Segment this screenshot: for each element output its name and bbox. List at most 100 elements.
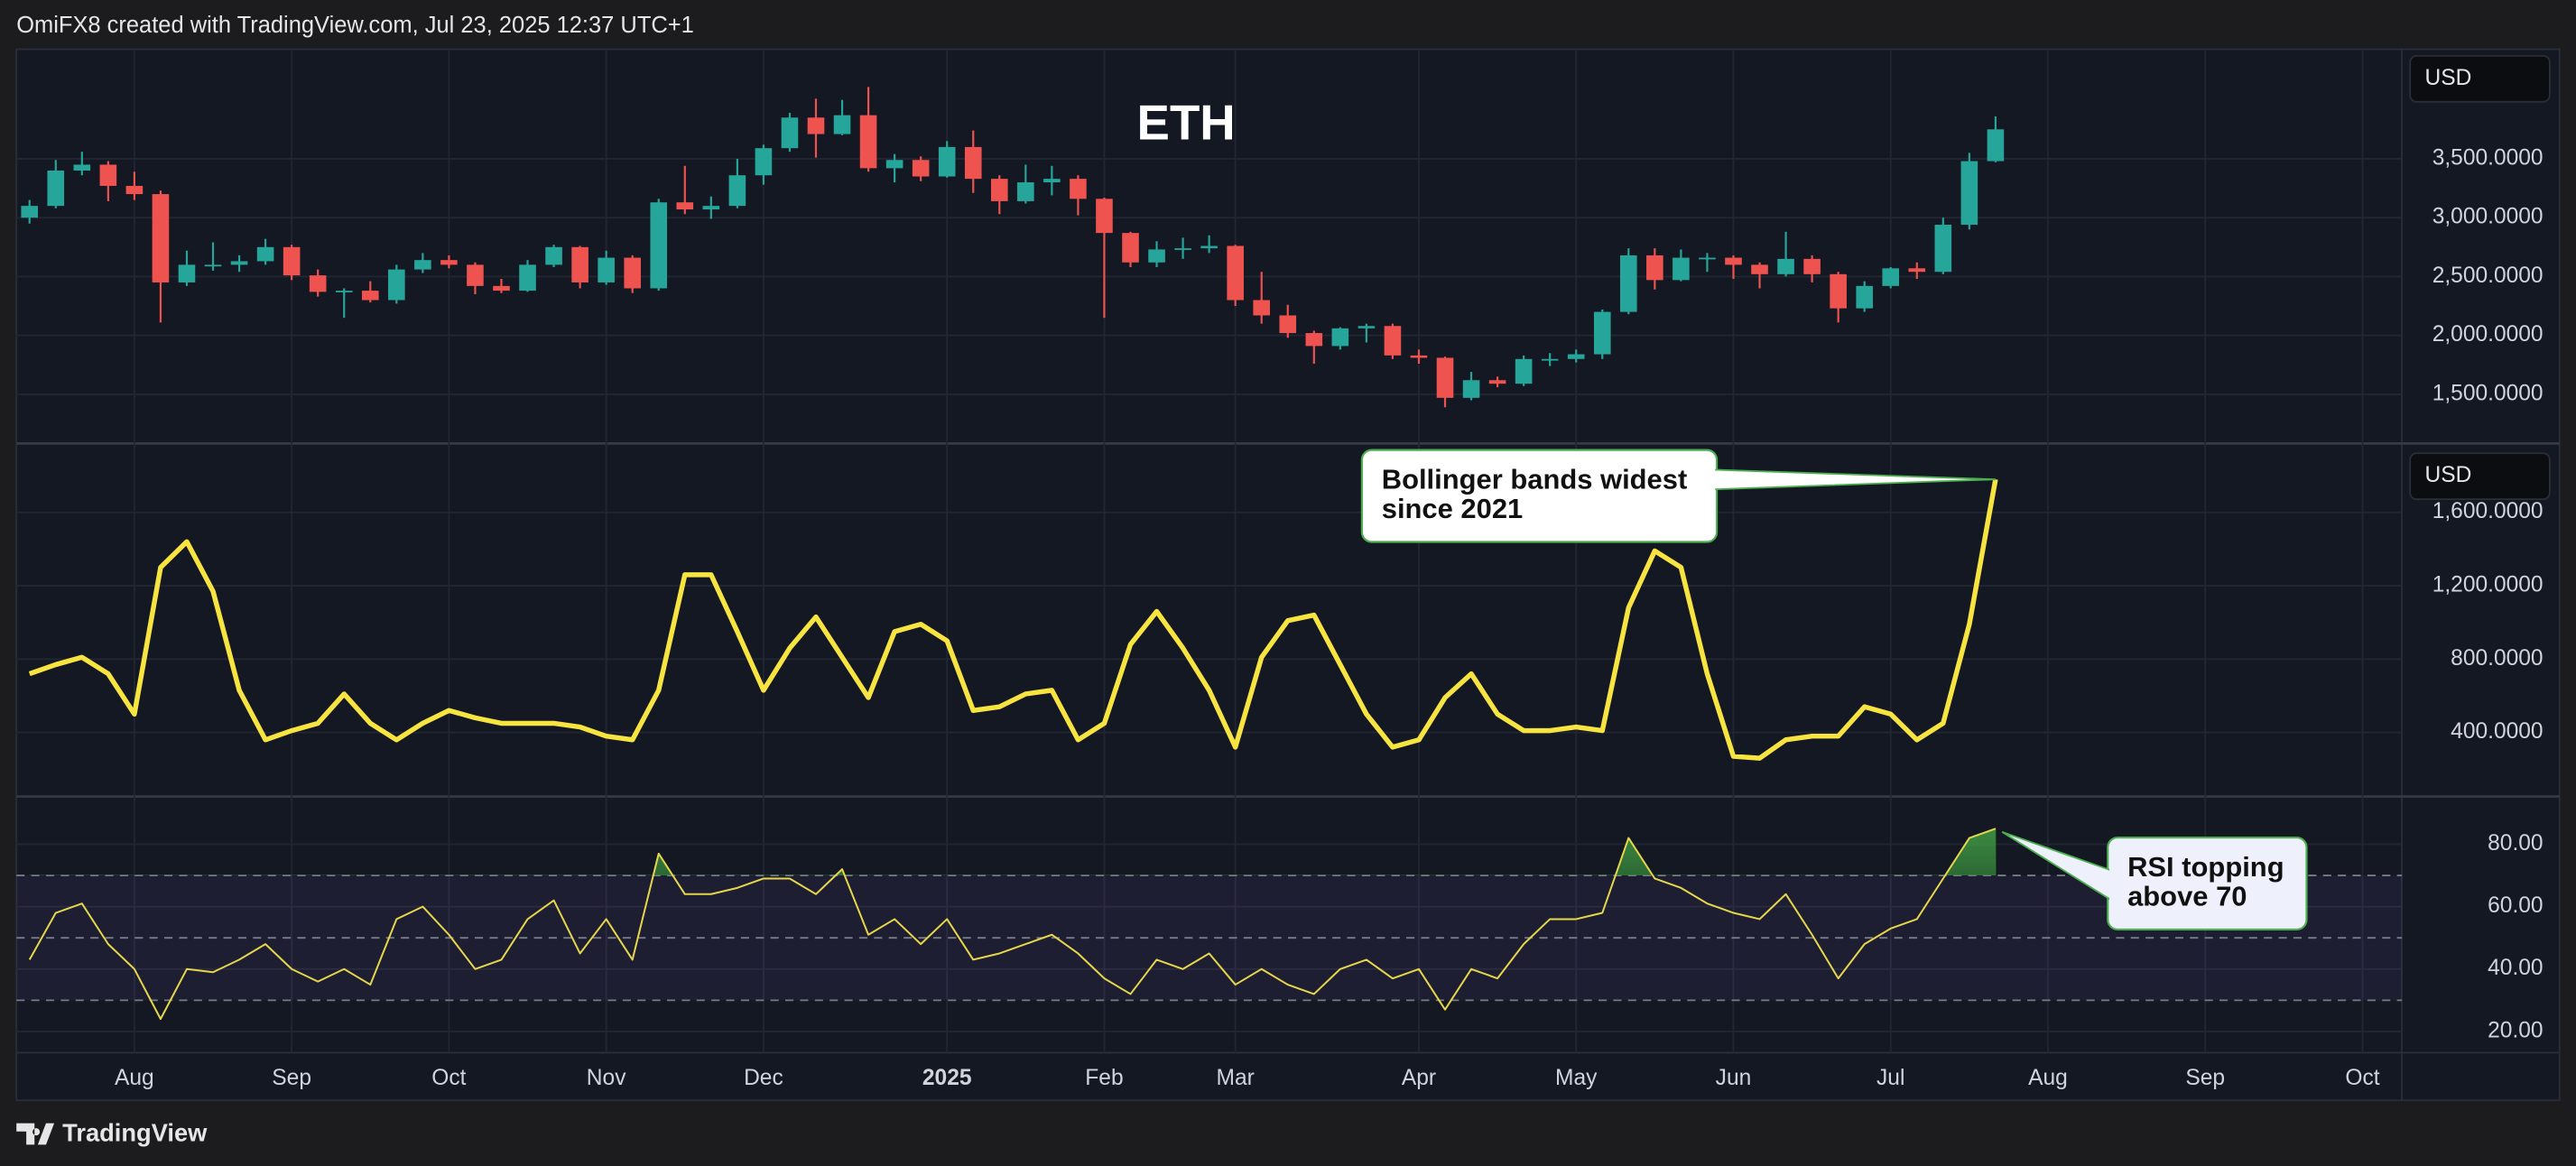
- x-tick-label: 2025: [922, 1066, 972, 1090]
- candle-body: [178, 264, 196, 282]
- candle-body: [1620, 254, 1637, 312]
- candle-body: [256, 246, 274, 262]
- y-tick-label: 1,600.0000: [2432, 499, 2544, 523]
- callout-text: RSI topping: [2127, 851, 2284, 883]
- unit-box: [2409, 452, 2551, 501]
- candle-body: [99, 164, 117, 186]
- candle-body: [47, 170, 65, 207]
- candle-body: [990, 179, 1008, 201]
- chart-title: ETH: [1137, 96, 1236, 151]
- candle-body: [1436, 357, 1454, 398]
- candle-body: [1882, 268, 1900, 286]
- candle-body: [1646, 254, 1663, 281]
- candle-body: [1148, 249, 1165, 263]
- y-tick-label: 40.00: [2488, 956, 2543, 980]
- candle-body: [1856, 285, 1873, 309]
- candle-body: [125, 185, 144, 195]
- candle-body: [807, 117, 825, 134]
- candle-body: [1960, 161, 1978, 226]
- candle-body: [335, 291, 353, 292]
- candle-body: [781, 117, 799, 149]
- y-tick-label: 2,500.0000: [2432, 264, 2544, 288]
- x-tick-label: Aug: [2028, 1066, 2068, 1090]
- candle-body: [728, 175, 746, 207]
- candle-body: [1934, 225, 1952, 273]
- x-tick-label: Dec: [744, 1066, 783, 1090]
- candle-body: [388, 269, 405, 301]
- candle-body: [467, 264, 484, 286]
- candle-body: [21, 206, 39, 218]
- candle-body: [964, 146, 982, 180]
- candle-body: [73, 164, 91, 171]
- callout-text: above 70: [2127, 881, 2247, 912]
- candle-body: [1541, 358, 1559, 361]
- x-tick-label: Apr: [1402, 1066, 1436, 1090]
- candle-body: [1908, 268, 1926, 273]
- x-tick-label: Sep: [2185, 1066, 2225, 1090]
- candle-body: [1593, 311, 1611, 355]
- candle-body: [755, 148, 773, 176]
- candle-body: [1488, 380, 1506, 384]
- candle-body: [309, 275, 327, 292]
- brand-name: TradingView: [62, 1119, 208, 1147]
- candle-body: [1830, 273, 1847, 309]
- candle-body: [1384, 326, 1402, 356]
- y-tick-label: 3,000.0000: [2432, 205, 2544, 229]
- y-tick-label: 3,500.0000: [2432, 145, 2544, 170]
- x-tick-label: Mar: [1217, 1066, 1255, 1090]
- candle-body: [571, 246, 588, 282]
- candle-body: [598, 257, 615, 282]
- grid: [16, 49, 2403, 1053]
- unit-label: USD: [2425, 463, 2472, 487]
- x-tick-label: Aug: [115, 1066, 154, 1090]
- candle-body: [1200, 245, 1218, 249]
- candle-body: [885, 160, 903, 169]
- candle-body: [1305, 333, 1323, 347]
- candle-body: [702, 206, 720, 210]
- unit-box: [2409, 54, 2551, 103]
- candle-body: [1096, 199, 1113, 234]
- candle-body: [912, 160, 930, 177]
- candle-body: [1253, 300, 1271, 316]
- candle-body: [1331, 328, 1349, 347]
- y-tick-label: 400.0000: [2451, 719, 2543, 744]
- candle-body: [519, 264, 536, 292]
- candle-body: [676, 202, 694, 210]
- candle-body: [1803, 258, 1821, 274]
- candle-body: [440, 260, 458, 265]
- callout-box: [1360, 449, 1719, 543]
- candle-body: [204, 264, 222, 267]
- candle-body: [545, 246, 562, 265]
- callout-text: since 2021: [1382, 493, 1523, 524]
- callout-cover: [2109, 850, 2118, 907]
- y-tick-label: 1,500.0000: [2432, 381, 2544, 405]
- candle-body: [1777, 258, 1794, 274]
- x-tick-label: Oct: [431, 1066, 466, 1090]
- candle-body: [1567, 354, 1585, 359]
- candle-body: [1699, 257, 1716, 260]
- candle-body: [283, 246, 301, 276]
- candle-body: [859, 115, 877, 169]
- candle-body: [1515, 358, 1533, 384]
- y-tick-label: 80.00: [2488, 831, 2543, 856]
- indicator-line: [28, 828, 1997, 1021]
- candle-body: [1174, 248, 1191, 250]
- candle-body: [1279, 315, 1297, 334]
- candle-body: [230, 261, 248, 265]
- candle-body: [1122, 233, 1139, 263]
- candle-body: [1070, 179, 1087, 199]
- x-tick-label: Feb: [1085, 1066, 1123, 1090]
- x-tick-label: Sep: [272, 1066, 311, 1090]
- header-text: OmiFX8 created with TradingView.com, Jul…: [16, 13, 694, 38]
- x-tick-label: May: [1555, 1066, 1598, 1090]
- x-tick-label: Oct: [2345, 1066, 2379, 1090]
- x-tick-label: Jun: [1716, 1066, 1752, 1090]
- candle-body: [1673, 257, 1690, 281]
- candle-body: [1987, 129, 2005, 162]
- callout-cover: [1707, 463, 1716, 520]
- candle-body: [1227, 245, 1244, 301]
- indicator-line: [28, 478, 1998, 761]
